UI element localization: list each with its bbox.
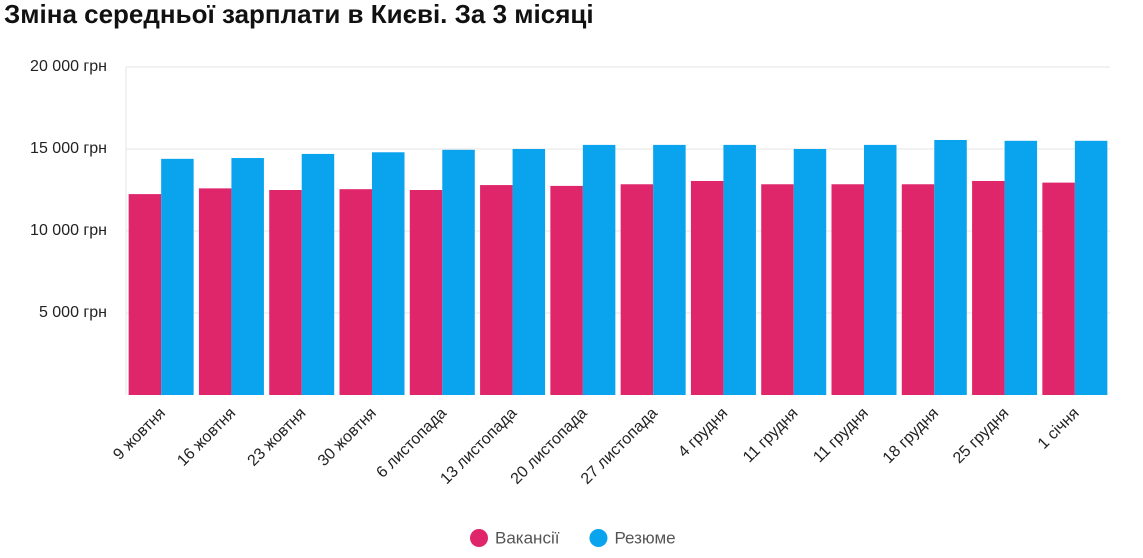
- bar: [864, 144, 897, 395]
- bar: [620, 184, 654, 395]
- x-tick-label: 11 грудня: [740, 405, 801, 466]
- bar: [690, 180, 724, 395]
- x-tick-label: 25 грудня: [950, 405, 1012, 467]
- bar: [161, 158, 194, 395]
- x-tick-label: 4 грудня: [675, 405, 731, 461]
- bar: [972, 180, 1005, 395]
- x-tick-label: 6 листопада: [373, 405, 450, 482]
- bar: [761, 184, 794, 395]
- legend-marker: [470, 529, 488, 547]
- bar: [582, 144, 616, 395]
- x-tick-label: 27 листопада: [578, 405, 661, 488]
- y-tick-label: 20 000 грн: [30, 58, 107, 75]
- x-tick-label: 16 жовтня: [174, 405, 239, 470]
- bar: [512, 149, 546, 395]
- bar: [409, 190, 443, 395]
- legend-label: Вакансії: [495, 528, 560, 547]
- bar: [934, 139, 967, 395]
- x-tick-label: 23 жовтня: [245, 405, 310, 470]
- bar: [269, 190, 302, 395]
- x-tick-label: 30 жовтня: [315, 405, 380, 470]
- bar: [372, 152, 405, 395]
- legend-item: Вакансії: [470, 528, 560, 547]
- bar: [480, 185, 513, 395]
- bar: [198, 188, 232, 395]
- y-tick-label: 15 000 грн: [30, 140, 107, 157]
- bar: [231, 158, 264, 395]
- legend-label: Резюме: [614, 528, 675, 547]
- y-tick-label: 10 000 грн: [30, 222, 107, 239]
- x-tick-label: 18 грудня: [880, 405, 942, 467]
- bar: [1004, 140, 1038, 395]
- chart-title: Зміна середньої зарплати в Києві. За 3 м…: [4, 0, 594, 29]
- bar: [339, 189, 372, 395]
- bar: [442, 149, 475, 395]
- x-tick-label: 9 жовтня: [110, 405, 169, 464]
- x-tick-label: 11 грудня: [810, 405, 871, 466]
- legend-item: Резюме: [589, 528, 676, 547]
- bar: [723, 144, 756, 395]
- x-tick-label: 1 січня: [1035, 405, 1083, 453]
- bar: [301, 153, 335, 395]
- bar: [1074, 140, 1108, 395]
- y-tick-label: 5 000 грн: [39, 304, 107, 321]
- bar: [1042, 182, 1075, 395]
- bar: [901, 184, 935, 395]
- bar: [550, 185, 583, 395]
- bar: [831, 184, 864, 395]
- bar: [793, 149, 827, 395]
- legend-marker: [589, 529, 608, 547]
- bar: [128, 194, 162, 395]
- bar: [653, 144, 686, 395]
